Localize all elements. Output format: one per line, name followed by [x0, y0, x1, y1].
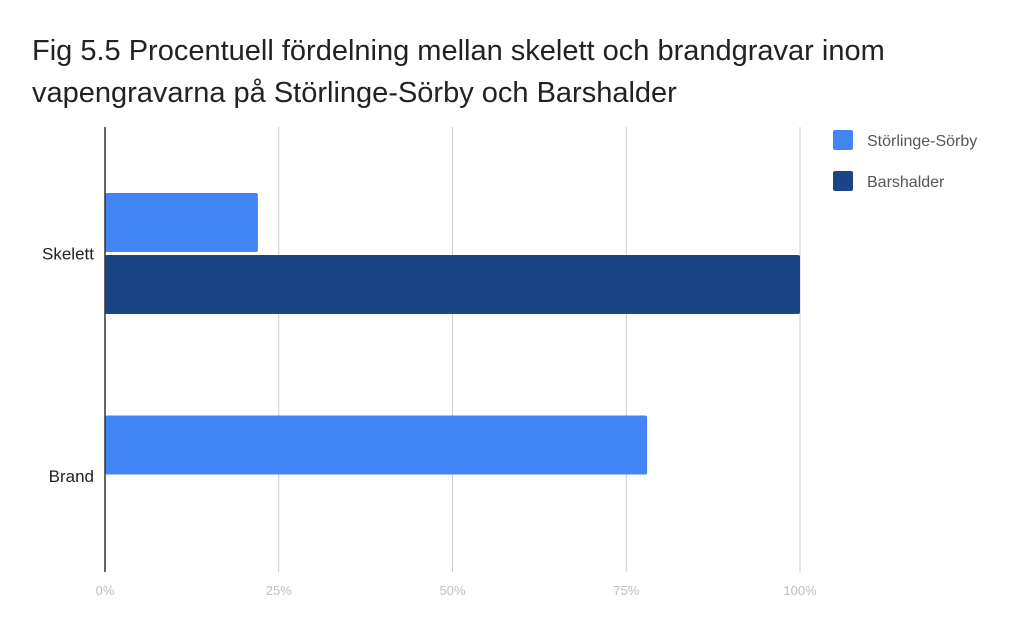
category-label: Skelett: [42, 245, 94, 264]
x-tick-label: 50%: [439, 583, 465, 598]
gridlines: [278, 127, 801, 572]
chart-title: Fig 5.5 Procentuell fördelning mellan sk…: [32, 35, 885, 109]
legend-label: Barshalder: [867, 174, 945, 191]
bar-skelett-0: [105, 193, 258, 252]
x-tick-label: 100%: [783, 583, 817, 598]
legend-swatch: [833, 171, 853, 191]
x-tick-label: 75%: [613, 583, 639, 598]
bar-skelett-1: [105, 255, 800, 314]
bar-brand-0: [105, 415, 648, 475]
legend-label: Störlinge-Sörby: [867, 133, 977, 150]
legend: Störlinge-Sörby Barshalder: [833, 130, 977, 191]
x-axis-ticks: 0% 25% 50% 75% 100%: [96, 583, 817, 598]
legend-swatch: [833, 130, 853, 150]
bars: [105, 193, 800, 475]
x-tick-label: 0%: [96, 583, 115, 598]
category-labels: Skelett Brand: [42, 245, 94, 487]
category-label: Brand: [49, 467, 94, 486]
x-tick-label: 25%: [266, 583, 292, 598]
